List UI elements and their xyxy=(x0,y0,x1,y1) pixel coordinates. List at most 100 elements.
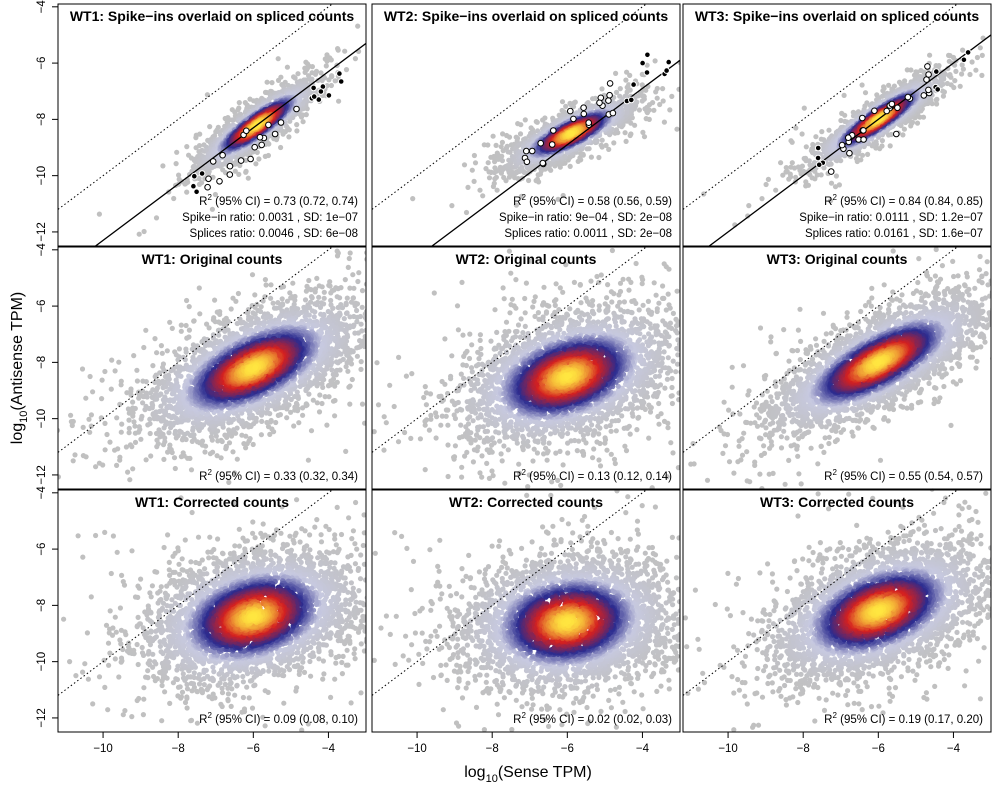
data-point xyxy=(336,99,341,104)
data-point xyxy=(829,181,834,186)
data-point xyxy=(960,48,965,53)
data-point xyxy=(569,131,574,136)
data-point xyxy=(686,102,691,107)
data-point xyxy=(642,106,647,111)
data-point xyxy=(470,168,475,173)
data-point xyxy=(97,212,102,217)
data-point xyxy=(593,96,598,101)
spike-in-point xyxy=(629,97,635,103)
spike-in-point xyxy=(586,120,592,126)
data-point xyxy=(301,119,306,124)
spike-in-point xyxy=(581,111,587,117)
r2-annotation: R2 (95% CI) = 0.58 (0.56, 0.59) xyxy=(513,193,672,208)
data-point xyxy=(759,196,764,201)
data-point xyxy=(480,193,485,198)
spike-in-point xyxy=(524,148,530,154)
data-point xyxy=(342,49,347,54)
data-point xyxy=(599,143,604,148)
data-point xyxy=(978,45,983,50)
data-point xyxy=(773,188,778,193)
data-point xyxy=(842,93,847,98)
data-point xyxy=(344,67,349,72)
data-point xyxy=(197,132,202,137)
data-point xyxy=(465,185,470,190)
data-point xyxy=(491,134,496,139)
data-point xyxy=(657,102,662,107)
data-point xyxy=(472,153,477,158)
spike-in-point xyxy=(199,171,205,177)
data-point xyxy=(790,140,795,145)
data-point xyxy=(333,78,338,83)
data-point xyxy=(366,71,371,76)
data-point xyxy=(674,127,679,132)
spike-in-point xyxy=(217,179,223,185)
spike-in-point xyxy=(294,106,300,112)
data-point xyxy=(535,120,540,125)
data-point xyxy=(879,143,884,148)
data-point xyxy=(945,81,950,86)
data-point xyxy=(477,188,482,193)
data-point xyxy=(294,122,299,127)
ratio-annotation: Splices ratio: 0.0011 , SD: 2e−08 xyxy=(504,228,672,240)
data-point xyxy=(614,127,619,132)
data-point xyxy=(563,104,568,109)
data-point xyxy=(833,184,838,189)
data-point xyxy=(667,107,672,112)
data-point xyxy=(336,48,341,53)
data-point xyxy=(492,181,497,186)
data-point xyxy=(865,152,870,157)
spike-in-point xyxy=(191,183,197,189)
data-point xyxy=(953,69,958,74)
data-point xyxy=(803,179,808,184)
data-point xyxy=(499,154,504,159)
data-point xyxy=(233,169,238,174)
data-point xyxy=(518,122,523,127)
data-point xyxy=(485,142,490,147)
data-point xyxy=(174,150,179,155)
spike-in-point xyxy=(551,128,557,134)
data-point xyxy=(908,67,913,72)
data-point xyxy=(494,175,499,180)
y-tick-label: −12 xyxy=(36,222,48,242)
data-point xyxy=(973,68,978,73)
data-point xyxy=(500,158,505,163)
spike-in-point xyxy=(337,71,343,77)
ratio-annotation: Splices ratio: 0.0046 , SD: 6e−08 xyxy=(190,228,358,240)
data-point xyxy=(958,84,963,89)
data-point xyxy=(269,80,274,85)
data-point xyxy=(377,62,382,67)
data-point xyxy=(623,78,628,83)
data-point xyxy=(813,134,818,139)
data-point xyxy=(860,82,865,87)
spike-in-point xyxy=(666,59,672,65)
data-point xyxy=(294,128,299,133)
spike-in-point xyxy=(540,160,546,166)
data-point xyxy=(519,165,524,170)
data-point xyxy=(927,53,932,58)
r2-value: (95% CI) = 0.73 (0.72, 0.74) xyxy=(212,196,358,208)
data-point xyxy=(501,175,506,180)
data-point xyxy=(207,124,212,129)
data-point xyxy=(640,98,645,103)
data-point xyxy=(487,175,492,180)
data-point xyxy=(655,96,660,101)
data-point xyxy=(325,59,330,64)
data-point xyxy=(624,139,629,144)
data-point xyxy=(842,113,847,118)
spike-in-point xyxy=(571,116,577,122)
data-point xyxy=(449,203,454,208)
data-point xyxy=(800,131,805,136)
panels-layer: WT1: Spike−ins overlaid on spliced count… xyxy=(0,0,1000,776)
data-point xyxy=(778,160,783,165)
data-point xyxy=(589,155,594,160)
spike-in-point xyxy=(524,159,530,165)
data-point xyxy=(640,130,645,135)
spike-in-point xyxy=(227,172,233,178)
spike-in-point xyxy=(220,152,226,158)
data-point xyxy=(790,160,795,165)
data-point xyxy=(160,163,165,168)
data-point xyxy=(473,160,478,165)
r2-label: R xyxy=(199,196,207,208)
spike-in-point xyxy=(538,140,544,146)
data-point xyxy=(653,58,658,63)
